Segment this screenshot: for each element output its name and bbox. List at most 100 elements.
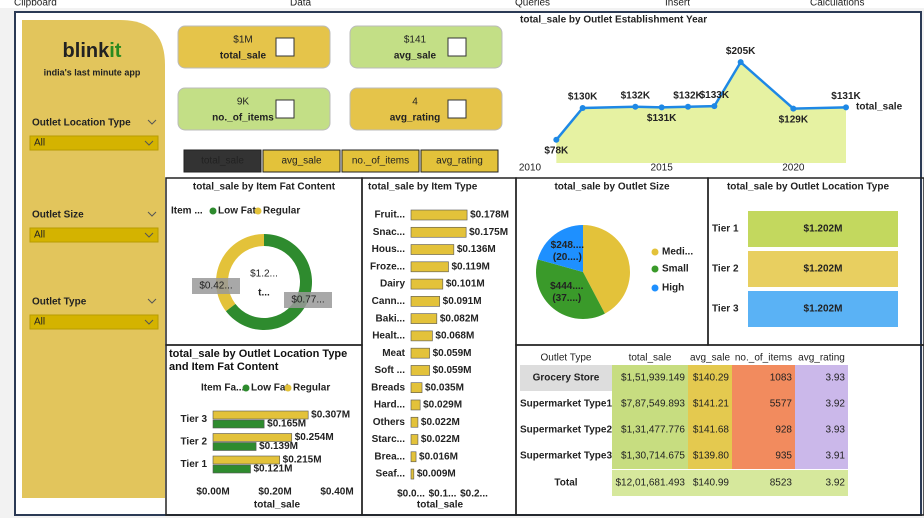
bar <box>410 347 430 359</box>
ribbon-label: Calculations <box>810 0 864 9</box>
category-label: Seaf... <box>376 469 406 480</box>
chart-title: total_sale by Outlet Establishment Year <box>520 15 707 26</box>
data-label: $0.42... <box>199 281 232 292</box>
table-cell-text: 8523 <box>770 478 793 489</box>
table-cell <box>732 365 795 391</box>
bar <box>410 244 455 255</box>
bar <box>212 410 309 420</box>
table-cell <box>612 391 688 417</box>
table-cell <box>612 417 688 443</box>
data-label: $0.175M <box>469 227 508 238</box>
chart-title: total_sale by Outlet Size <box>554 182 669 193</box>
data-label: $133K <box>700 90 730 101</box>
kpi-label: total_sale <box>220 51 267 62</box>
point <box>632 103 639 110</box>
legend-label: High <box>662 283 684 294</box>
bar <box>410 399 421 411</box>
category-label: Healt... <box>372 331 405 342</box>
filter-dropdown[interactable] <box>29 227 159 243</box>
chart-title: total_sale by Outlet Location Type <box>727 182 890 193</box>
table-cell-text: $12,01,681.493 <box>615 478 685 489</box>
tab[interactable] <box>341 149 420 173</box>
table-cell-text: Supermarket Type2 <box>520 425 613 436</box>
table-cell-text: $139.80 <box>693 451 730 462</box>
data-label: $0.119M <box>451 261 489 272</box>
legend-label: Regular <box>263 206 300 217</box>
category-label: Tier 2 <box>712 264 739 275</box>
category-label: Fruit... <box>374 210 405 221</box>
table-cell-text: Supermarket Type3 <box>520 451 613 462</box>
pie-slice <box>536 259 605 320</box>
kpi-label: avg_sale <box>394 51 437 62</box>
legend-label: Low Fat <box>218 206 256 217</box>
ribbon-label: Queries <box>515 0 550 9</box>
table-cell-text: 3.91 <box>826 451 846 462</box>
data-label: $0.059M <box>433 348 472 359</box>
category-label: Tier 2 <box>181 437 208 448</box>
data-label: $1.202M <box>804 224 843 235</box>
tab[interactable] <box>183 149 262 173</box>
kpi-icon <box>447 99 467 119</box>
pie-slice <box>537 225 583 272</box>
table-cell-text: 3.92 <box>826 399 846 410</box>
legend-marker <box>651 248 659 256</box>
table-cell <box>795 417 848 443</box>
tagline: india's last minute app <box>44 67 141 77</box>
category-label: Snac... <box>373 227 405 238</box>
data-label: $131K <box>831 91 861 102</box>
category-label: Meat <box>382 348 405 359</box>
ribbon <box>0 0 924 8</box>
x-axis-label: total_sale <box>254 500 301 511</box>
filter-label: Outlet Location Type <box>32 118 131 129</box>
data-label: $0.091M <box>443 296 482 307</box>
panel <box>165 344 363 516</box>
bar <box>748 291 898 327</box>
data-label: $0.022M <box>421 434 460 445</box>
data-label: $131K <box>647 113 677 124</box>
category-label: Tier 3 <box>712 304 739 315</box>
ribbon-label: Clipboard <box>14 0 57 9</box>
table-cell-text: Supermarket Type1 <box>520 399 613 410</box>
table-header: avg_rating <box>798 353 845 364</box>
x-tick-label: 2015 <box>651 163 674 174</box>
tab[interactable] <box>420 149 499 173</box>
x-tick-label: $0.20M <box>258 487 291 498</box>
filter-dropdown[interactable] <box>29 135 159 151</box>
data-label: $129K <box>779 114 809 125</box>
data-label: $0.016M <box>419 451 458 462</box>
point <box>843 104 849 111</box>
data-label: $0.022M <box>421 417 460 428</box>
table-cell-text: 1083 <box>770 373 793 384</box>
table-cell <box>612 470 688 496</box>
category-label: Brea... <box>374 451 405 462</box>
bar <box>410 209 468 221</box>
bar <box>410 261 449 273</box>
pie-slice <box>583 225 630 314</box>
bar <box>212 455 280 465</box>
table-cell-text: 3.93 <box>826 373 846 384</box>
filter-dropdown[interactable] <box>29 314 159 330</box>
x-axis-label: total_sale <box>417 500 464 511</box>
x-tick-label: $0.00M <box>196 487 229 498</box>
point <box>685 103 691 110</box>
tab-label: no._of_items <box>352 156 409 167</box>
legend-title: Item ... <box>171 206 203 217</box>
data-label: $0.165M <box>267 419 306 430</box>
table-header: no._of_items <box>735 353 792 364</box>
bar <box>212 419 265 429</box>
kpi-value: $1M <box>233 35 252 46</box>
ribbon-label: Insert <box>665 0 690 9</box>
tab-label: avg_rating <box>436 156 483 167</box>
category-label: Tier 1 <box>712 224 739 235</box>
chevron <box>147 211 157 217</box>
table-cell <box>732 470 795 496</box>
tab[interactable] <box>262 149 341 173</box>
chevron <box>144 232 154 238</box>
data-label: $78K <box>544 145 569 156</box>
x-tick-label: $0.0... <box>397 489 425 500</box>
legend-marker <box>209 207 217 215</box>
table-cell <box>688 391 732 417</box>
data-label: $0.101M <box>446 279 485 290</box>
filter-value: All <box>34 230 45 241</box>
kpi-value: $141 <box>404 35 427 46</box>
